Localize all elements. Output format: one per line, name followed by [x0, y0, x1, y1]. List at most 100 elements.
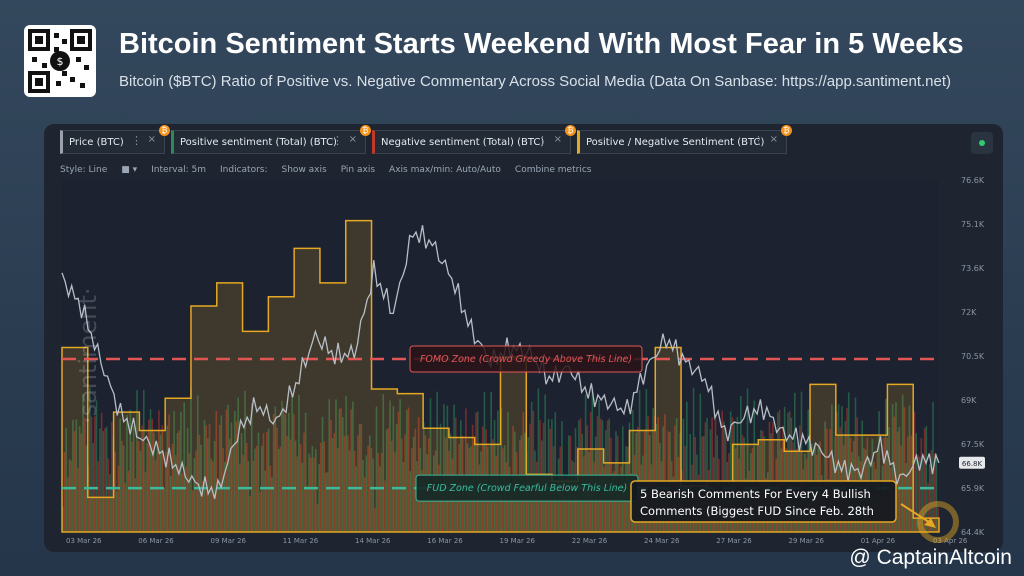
- more-icon[interactable]: ⋮: [332, 134, 343, 147]
- santiment-watermark: ·santiment·: [74, 287, 102, 424]
- metric-tab-positive[interactable]: Positive sentiment (Total) (BTC) ⋮ × ₿: [171, 125, 371, 154]
- positive-bar: [210, 458, 213, 532]
- indicators-select[interactable]: Indicators:: [220, 165, 268, 175]
- close-icon[interactable]: ×: [769, 134, 778, 145]
- positive-bar: [237, 397, 239, 532]
- negative-bar: [259, 491, 261, 532]
- negative-bar: [201, 480, 204, 532]
- y-tick-label: 75.1K: [961, 220, 985, 229]
- more-icon[interactable]: ⋮: [753, 134, 764, 147]
- more-icon[interactable]: ⋮: [537, 134, 548, 147]
- negative-bar: [488, 484, 491, 532]
- negative-bar: [148, 419, 150, 532]
- qr-code-icon[interactable]: $: [24, 25, 96, 97]
- metric-label: Negative sentiment (Total) (BTC): [381, 136, 545, 148]
- positive-bar: [223, 461, 226, 532]
- positive-bar: [436, 391, 439, 532]
- negative-bar: [249, 496, 251, 532]
- negative-bar: [218, 424, 221, 532]
- positive-bar: [244, 390, 246, 532]
- metric-tab-negative[interactable]: Negative sentiment (Total) (BTC) ⋮ × ₿: [372, 125, 576, 154]
- more-icon[interactable]: ⋮: [131, 134, 142, 147]
- close-icon[interactable]: ×: [553, 134, 562, 145]
- negative-bar: [910, 435, 912, 532]
- positive-bar: [173, 410, 175, 532]
- positive-bar: [925, 426, 928, 532]
- negative-bar: [313, 457, 315, 532]
- negative-bar: [87, 465, 89, 532]
- negative-bar: [107, 458, 110, 532]
- close-icon[interactable]: ×: [348, 134, 357, 145]
- positive-bar: [655, 423, 658, 532]
- price-badge: [959, 456, 985, 469]
- pin-axis-toggle[interactable]: Pin axis: [340, 165, 376, 175]
- negative-bar: [326, 472, 329, 532]
- negative-bar: [161, 425, 164, 532]
- negative-bar: [181, 472, 184, 532]
- positive-bar: [284, 414, 287, 532]
- fud-callout-box: [630, 480, 897, 523]
- positive-bar: [746, 388, 749, 532]
- interval-select[interactable]: Interval: 5m: [151, 165, 207, 175]
- color-select[interactable]: ■ ▾: [121, 165, 138, 175]
- positive-bar: [136, 390, 138, 532]
- negative-bar: [768, 421, 771, 532]
- positive-bar: [706, 418, 708, 532]
- x-tick-label: 19 Mar 26: [500, 537, 536, 545]
- positive-bar: [331, 438, 334, 532]
- close-icon[interactable]: ×: [147, 134, 156, 145]
- negative-bar: [353, 451, 356, 532]
- positive-bar: [645, 389, 648, 532]
- negative-bar: [70, 460, 73, 532]
- positive-bar: [129, 409, 132, 532]
- negative-bar: [411, 448, 413, 532]
- positive-bar: [72, 419, 74, 532]
- negative-bar: [272, 414, 275, 532]
- negative-bar: [465, 408, 467, 532]
- negative-bar: [374, 507, 376, 532]
- positive-bar: [365, 455, 368, 532]
- callout-arrow-head: [924, 518, 936, 528]
- x-tick-label: 01 Apr 26: [861, 537, 896, 545]
- negative-bar: [714, 418, 717, 532]
- ratio-step-line: [61, 219, 940, 533]
- combine-metrics-button[interactable]: Combine metrics: [514, 165, 592, 175]
- negative-bar: [917, 454, 919, 532]
- metric-tab-price[interactable]: Price (BTC) ⋮ × ₿: [60, 125, 170, 154]
- positive-bar: [169, 475, 172, 532]
- positive-bar: [355, 466, 358, 532]
- metric-label: Positive sentiment (Total) (BTC): [180, 136, 337, 148]
- negative-bar: [937, 507, 939, 532]
- negative-bar: [293, 414, 295, 532]
- negative-bar: [279, 446, 282, 532]
- negative-bar: [343, 435, 346, 532]
- positive-bar: [166, 425, 169, 532]
- positive-bar: [102, 431, 105, 532]
- negative-bar: [562, 474, 565, 532]
- positive-bar: [500, 407, 503, 532]
- positive-bar: [783, 406, 786, 532]
- negative-bar: [431, 495, 433, 532]
- negative-bar: [340, 408, 342, 532]
- negative-bar: [117, 465, 120, 532]
- positive-bar: [105, 426, 108, 532]
- negative-bar: [724, 427, 727, 532]
- positive-bar: [793, 392, 796, 532]
- positive-bar: [908, 405, 911, 532]
- negative-bar: [77, 467, 79, 532]
- positive-bar: [207, 438, 209, 532]
- positive-bar: [281, 400, 283, 532]
- positive-bar: [338, 408, 341, 532]
- positive-bar: [395, 424, 398, 532]
- metric-tab-ratio[interactable]: Positive / Negative Sentiment (BTC) ⋮ × ₿: [577, 125, 792, 154]
- style-select[interactable]: Style: Line: [60, 165, 108, 175]
- status-button[interactable]: [971, 132, 993, 154]
- positive-bar: [682, 418, 685, 532]
- show-axis-toggle[interactable]: Show axis: [281, 165, 327, 175]
- positive-bar: [358, 424, 361, 532]
- positive-bar: [132, 425, 135, 532]
- positive-bar: [82, 394, 84, 532]
- axis-range-select[interactable]: Axis max/min: Auto/Auto: [389, 165, 501, 175]
- positive-bar: [149, 409, 152, 532]
- positive-bar: [190, 389, 192, 532]
